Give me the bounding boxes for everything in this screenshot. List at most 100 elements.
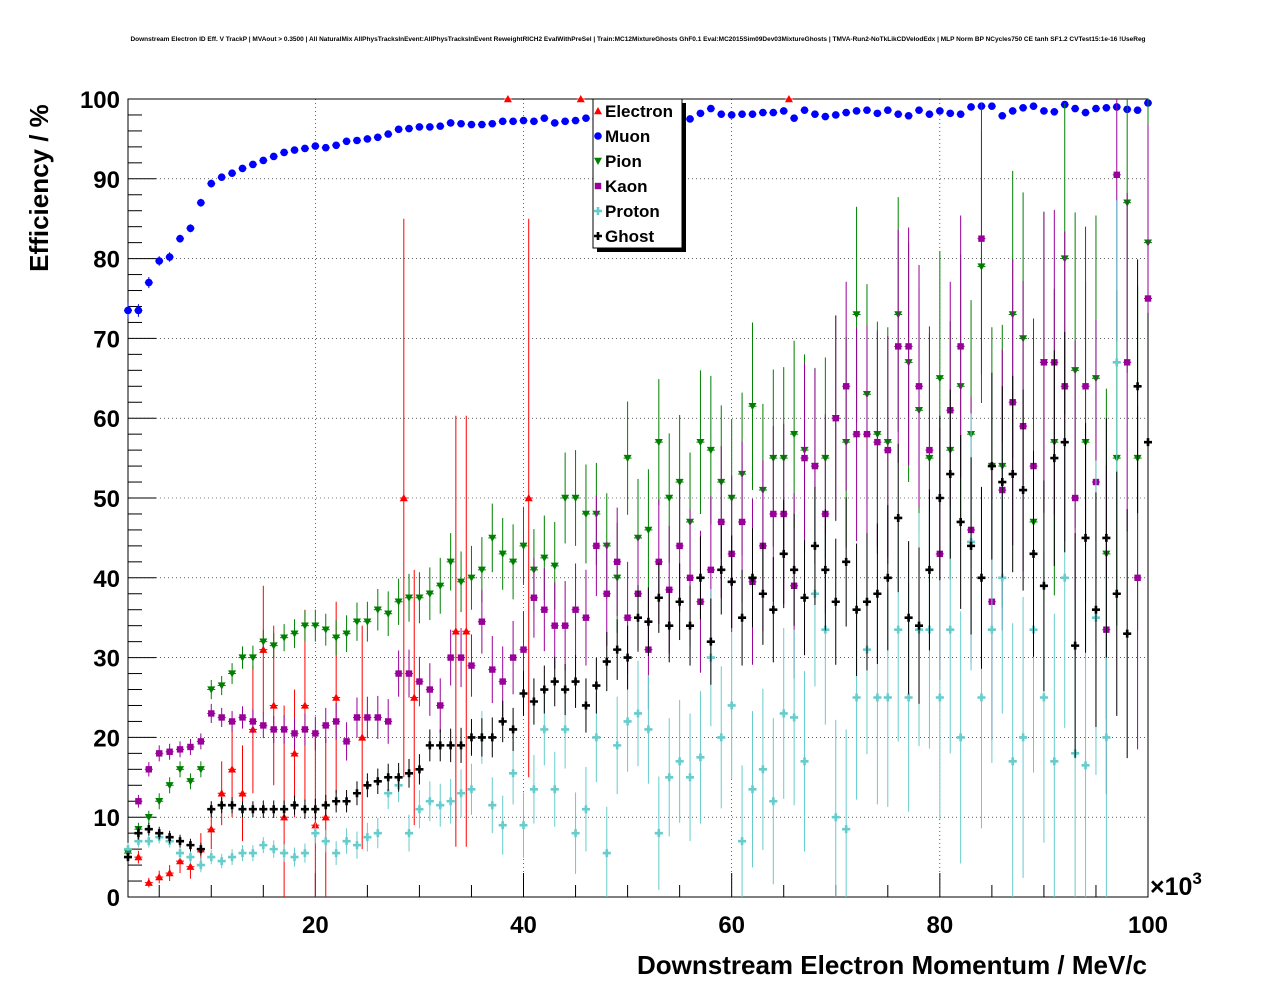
muon-point bbox=[1050, 107, 1059, 116]
ghost-point bbox=[1019, 486, 1028, 495]
x-tick-label: 40 bbox=[510, 912, 537, 939]
pion-point bbox=[644, 526, 653, 534]
proton-point bbox=[894, 625, 903, 634]
ghost-point bbox=[394, 773, 403, 782]
kaon-point bbox=[322, 722, 329, 729]
pion-point bbox=[415, 594, 424, 602]
muon-point bbox=[904, 111, 913, 120]
kaon-point bbox=[842, 383, 850, 390]
proton-point bbox=[207, 853, 216, 862]
muon-point bbox=[134, 306, 143, 315]
kaon-point bbox=[1123, 359, 1131, 366]
muon-point bbox=[488, 119, 497, 128]
ghost-point bbox=[883, 573, 892, 582]
proton-point bbox=[540, 725, 549, 734]
electron-point bbox=[410, 693, 419, 701]
muon-point bbox=[779, 107, 788, 115]
proton-point bbox=[696, 753, 705, 762]
ghost-point bbox=[1091, 605, 1100, 614]
ghost-point bbox=[998, 478, 1007, 487]
kaon-point bbox=[343, 738, 350, 745]
muon-point bbox=[436, 122, 445, 130]
proton-point bbox=[196, 861, 205, 870]
ghost-point bbox=[477, 733, 486, 742]
pion-point bbox=[394, 598, 403, 606]
kaon-point bbox=[374, 714, 381, 721]
y-tick-label: 40 bbox=[93, 566, 120, 593]
x-tick-label: 80 bbox=[926, 912, 953, 939]
pion-point bbox=[269, 642, 278, 650]
muon-point bbox=[863, 106, 871, 114]
kaon-point bbox=[135, 798, 142, 805]
muon-point bbox=[925, 110, 934, 118]
kaon-point bbox=[312, 730, 319, 737]
proton-point bbox=[581, 805, 590, 814]
legend-label-ghost: Ghost bbox=[605, 227, 654, 246]
pion-point bbox=[852, 311, 861, 319]
proton-point bbox=[873, 693, 882, 702]
legend-marker-kaon bbox=[594, 182, 602, 190]
x-axis-exponent-power: 3 bbox=[1192, 869, 1201, 888]
pion-point bbox=[550, 562, 559, 570]
series-ghost bbox=[124, 259, 1152, 864]
proton-point bbox=[550, 785, 559, 794]
kaon-point bbox=[718, 518, 725, 526]
kaon-point bbox=[208, 710, 215, 717]
muon-point bbox=[145, 278, 153, 287]
kaon-point bbox=[426, 686, 434, 693]
pion-point bbox=[144, 814, 153, 822]
ghost-point bbox=[311, 805, 320, 814]
kaon-point bbox=[686, 574, 694, 581]
ghost-point bbox=[967, 541, 976, 550]
proton-point bbox=[738, 837, 747, 846]
muon-point bbox=[1029, 102, 1038, 110]
ghost-point bbox=[831, 597, 840, 606]
pion-point bbox=[425, 590, 434, 598]
ghost-point bbox=[1039, 581, 1048, 590]
pion-point bbox=[748, 403, 757, 411]
proton-point bbox=[405, 829, 414, 838]
muon-point bbox=[998, 111, 1007, 120]
ghost-point bbox=[425, 741, 434, 750]
pion-point bbox=[571, 494, 580, 502]
pion-point bbox=[384, 610, 393, 618]
pion-point bbox=[581, 510, 590, 518]
kaon-point bbox=[385, 718, 392, 725]
ghost-point bbox=[1071, 641, 1080, 650]
muon-point bbox=[363, 135, 372, 143]
muon-point bbox=[311, 142, 320, 150]
kaon-point bbox=[655, 558, 663, 566]
proton-point bbox=[124, 845, 132, 854]
ghost-point bbox=[748, 573, 757, 582]
kaon-point bbox=[176, 746, 184, 753]
proton-point bbox=[779, 709, 788, 718]
ghost-point bbox=[946, 470, 955, 479]
proton-point bbox=[300, 849, 309, 858]
electron-point bbox=[462, 627, 471, 635]
electron-point bbox=[238, 789, 247, 797]
ghost-point bbox=[165, 833, 174, 842]
proton-point bbox=[758, 765, 767, 774]
muon-point bbox=[457, 119, 465, 128]
proton-point bbox=[1102, 733, 1111, 742]
x-tick-label: 20 bbox=[302, 912, 329, 939]
ghost-point bbox=[810, 541, 819, 550]
electron-point bbox=[186, 862, 195, 870]
ghost-point bbox=[623, 653, 632, 662]
proton-point bbox=[956, 733, 965, 742]
axes: 0 10 20 30 40 50 60 70 80 90 100 20 40 60 80 100 bbox=[80, 87, 1168, 939]
proton-point bbox=[935, 693, 944, 702]
ghost-point bbox=[436, 741, 445, 750]
muon-point bbox=[321, 143, 330, 152]
pion-point bbox=[311, 622, 320, 630]
y-tick-label: 0 bbox=[107, 885, 120, 912]
muon-point bbox=[759, 108, 767, 117]
ghost-point bbox=[894, 513, 903, 522]
ghost-point bbox=[779, 549, 788, 558]
ghost-point bbox=[1050, 454, 1059, 463]
ghost-point bbox=[363, 781, 372, 790]
y-tick-label: 50 bbox=[93, 486, 120, 513]
muon-point bbox=[519, 116, 528, 125]
legend-box bbox=[592, 98, 683, 249]
